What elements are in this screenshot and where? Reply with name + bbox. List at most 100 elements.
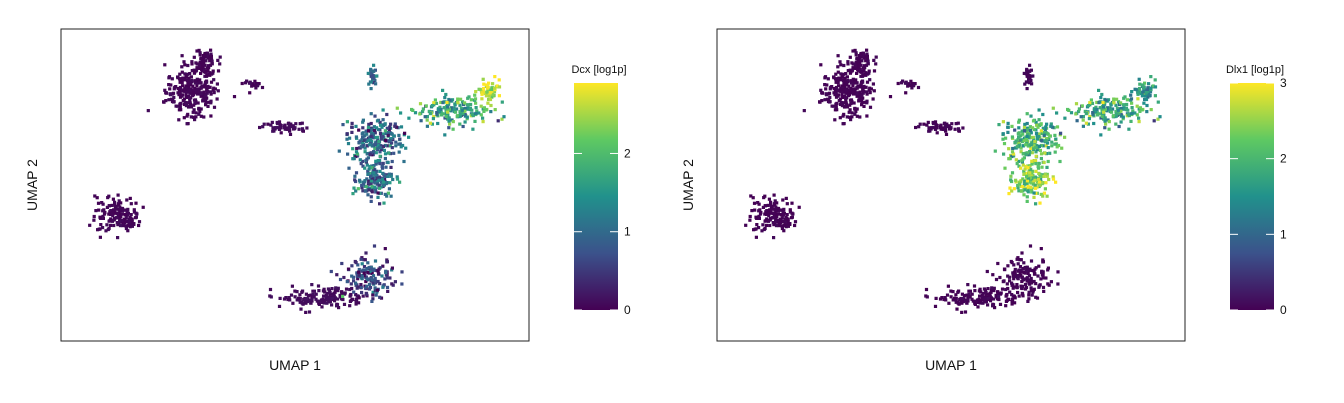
cell-point xyxy=(1016,274,1021,278)
cell-point xyxy=(1145,110,1149,114)
cell-point xyxy=(317,301,321,305)
cell-point xyxy=(863,100,867,104)
cell-point xyxy=(369,68,373,72)
cell-point xyxy=(191,110,195,114)
cell-point xyxy=(385,276,390,280)
cell-point xyxy=(1012,285,1016,289)
cell-point xyxy=(185,101,189,105)
cell-point xyxy=(183,72,187,76)
cell-point xyxy=(949,295,953,299)
cell-point xyxy=(850,115,854,119)
cell-point xyxy=(1102,110,1106,114)
cell-point xyxy=(196,62,200,66)
cell-point xyxy=(858,95,862,99)
cell-point xyxy=(178,72,182,76)
cell-point xyxy=(341,123,345,127)
cell-point xyxy=(823,83,827,87)
cell-point xyxy=(123,220,127,224)
cell-point xyxy=(953,296,957,300)
cell-point xyxy=(864,63,869,67)
cell-point xyxy=(1105,109,1109,113)
cell-point xyxy=(367,82,371,86)
cell-point xyxy=(1006,121,1010,125)
cell-point xyxy=(286,297,290,302)
cell-point xyxy=(360,141,365,145)
cell-point xyxy=(492,90,497,94)
cell-point xyxy=(195,84,199,88)
cell-point xyxy=(1027,268,1031,272)
cell-point xyxy=(458,122,462,126)
cell-point xyxy=(340,261,344,266)
cell-point xyxy=(198,53,202,57)
cell-point xyxy=(872,89,876,93)
cell-point xyxy=(350,125,354,129)
cell-point xyxy=(374,159,378,163)
cell-point xyxy=(261,125,265,129)
cell-point xyxy=(1045,174,1049,178)
colorbar-tick-label: 3 xyxy=(1280,76,1287,90)
cell-point xyxy=(1146,95,1150,99)
cell-point xyxy=(1042,191,1046,195)
cell-point xyxy=(311,292,315,297)
cell-point xyxy=(991,304,995,308)
cell-point xyxy=(447,116,451,120)
cell-point xyxy=(407,116,411,120)
cell-point xyxy=(1149,75,1153,79)
cell-point xyxy=(1010,135,1014,139)
cell-point xyxy=(195,66,199,70)
cell-point xyxy=(860,70,864,74)
cell-point xyxy=(111,197,115,201)
cell-point xyxy=(865,54,869,58)
cell-point xyxy=(1099,133,1103,137)
cell-point xyxy=(382,183,386,187)
cell-point xyxy=(1017,182,1022,186)
cell-point xyxy=(1037,161,1041,165)
cell-point xyxy=(834,85,838,90)
cell-point xyxy=(123,213,127,217)
cell-point xyxy=(333,290,337,294)
cell-point xyxy=(329,269,333,274)
cell-point xyxy=(326,297,330,301)
cell-point xyxy=(187,84,191,88)
cell-point xyxy=(112,208,116,212)
cell-point xyxy=(836,93,840,97)
cell-point xyxy=(361,120,365,124)
cell-point xyxy=(1030,162,1034,166)
cell-point xyxy=(126,229,130,233)
cell-point xyxy=(169,83,173,87)
cell-point xyxy=(395,177,400,181)
cell-point xyxy=(278,123,282,127)
cell-point xyxy=(359,145,363,149)
cell-point xyxy=(1022,71,1026,75)
cell-point xyxy=(983,295,987,299)
cell-point xyxy=(1119,109,1123,113)
cell-point xyxy=(378,162,382,166)
cell-point xyxy=(1097,88,1101,92)
cell-point xyxy=(1086,122,1090,126)
cell-point xyxy=(1020,129,1024,133)
cell-point xyxy=(1016,159,1021,163)
cell-point xyxy=(120,207,125,211)
cell-point xyxy=(378,191,382,195)
cell-point xyxy=(1001,137,1005,141)
cell-point xyxy=(325,301,329,305)
cell-point xyxy=(1006,274,1010,278)
cell-point xyxy=(1029,286,1033,290)
cell-point xyxy=(373,68,377,72)
cell-point xyxy=(192,55,196,59)
cell-point xyxy=(431,117,435,121)
cell-point xyxy=(442,112,446,116)
cell-point xyxy=(446,105,450,109)
cell-point xyxy=(1021,144,1025,148)
cell-point xyxy=(775,220,779,224)
cell-point xyxy=(209,80,214,84)
cell-point xyxy=(286,122,290,126)
cell-point xyxy=(1038,183,1042,187)
cell-point xyxy=(491,82,495,86)
cell-point xyxy=(438,105,442,109)
cell-point xyxy=(1010,154,1014,159)
cell-point xyxy=(372,69,376,73)
cell-point xyxy=(199,85,203,89)
cell-point xyxy=(998,292,1003,296)
cell-point xyxy=(1030,159,1034,163)
